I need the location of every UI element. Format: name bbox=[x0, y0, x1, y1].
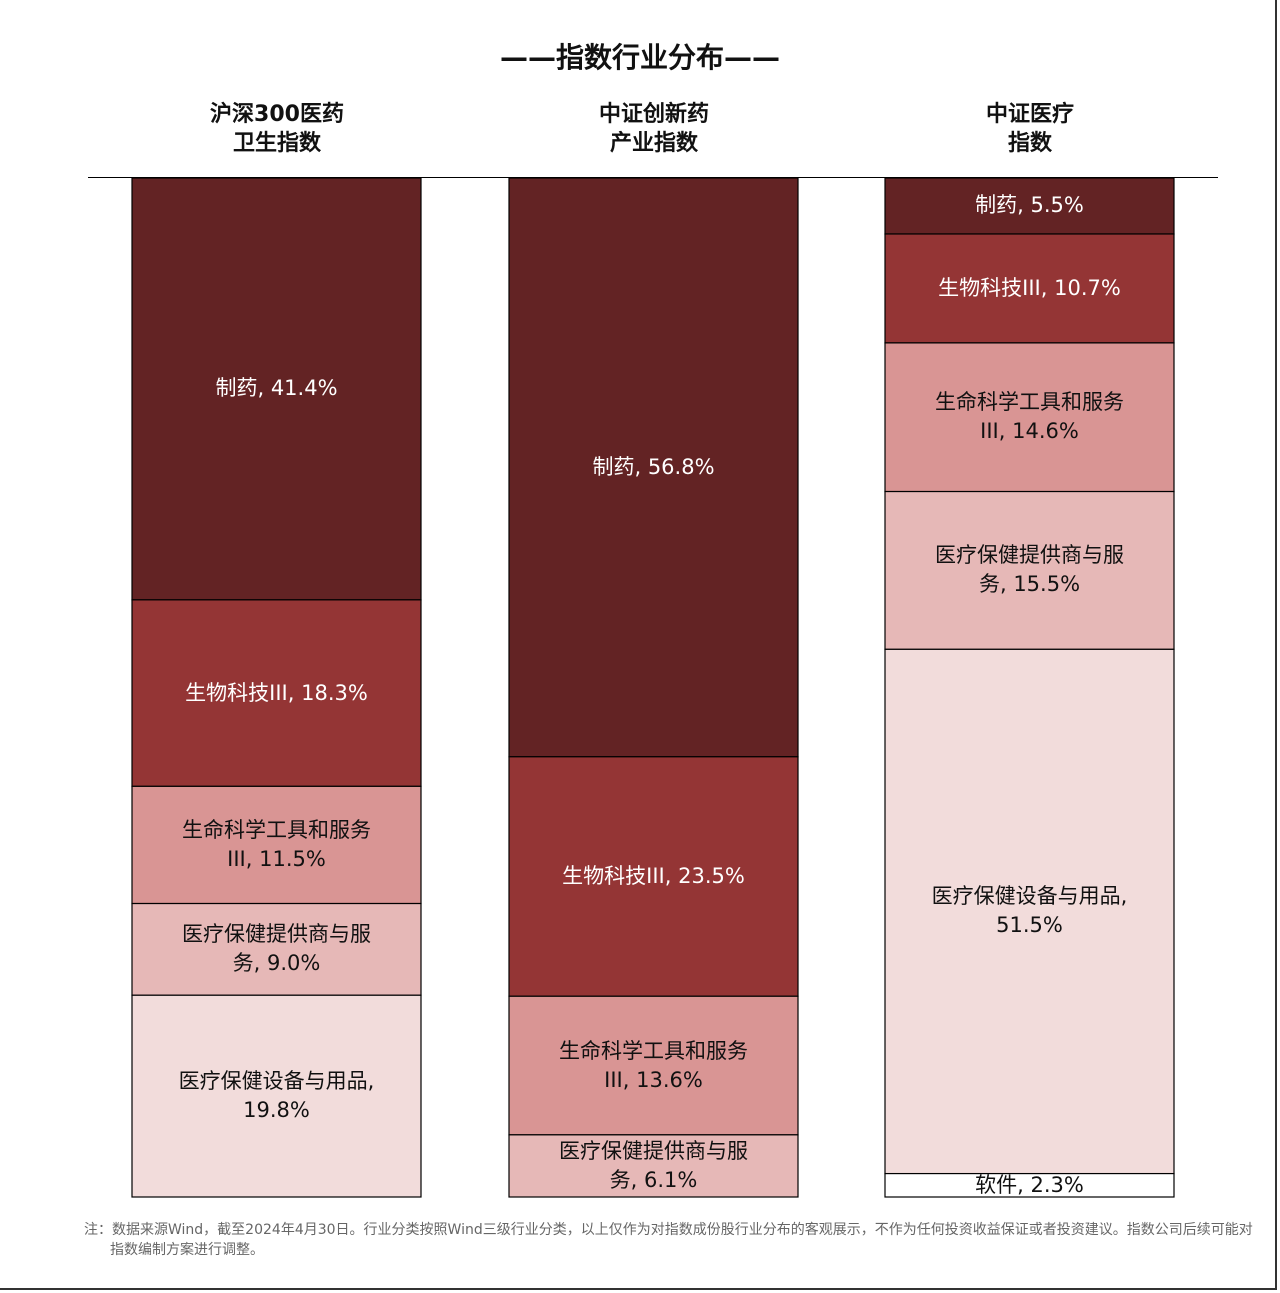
segment-label: 制药, 41.4% bbox=[215, 376, 338, 401]
segment-label: 生命科学工具和服务III, 11.5% bbox=[182, 817, 371, 871]
footnote: 注：数据来源Wind，截至2024年4月30日。行业分类按照Wind三级行业分类… bbox=[84, 1222, 1253, 1258]
column-title-hs300: 沪深300医药 卫生指数 bbox=[210, 102, 344, 156]
segment-label: 软件, 2.3% bbox=[975, 1172, 1084, 1197]
segment-label: 生物科技III, 18.3% bbox=[185, 680, 368, 705]
bar-segment bbox=[884, 1172, 1175, 1198]
column-title-innovative-drug: 中证创新药 产业指数 bbox=[598, 102, 709, 156]
segment-label: 医疗保健提供商与服务, 6.1% bbox=[559, 1138, 748, 1192]
segment-label: 医疗保健设备与用品, 19.8% bbox=[178, 1069, 375, 1123]
segment-label: 医疗保健提供商与服务, 9.0% bbox=[182, 922, 371, 976]
bar-segment bbox=[884, 177, 1175, 235]
bar-segment bbox=[884, 233, 1175, 344]
bar-segment bbox=[508, 177, 799, 758]
bar-segment bbox=[131, 177, 422, 601]
bar-segment bbox=[131, 994, 422, 1198]
bar-segment bbox=[884, 490, 1175, 650]
segment-label: 生物科技III, 10.7% bbox=[938, 275, 1121, 300]
segment-label: 医疗保健提供商与服务, 15.5% bbox=[935, 543, 1124, 597]
bar-segment bbox=[884, 342, 1175, 493]
segment-label: 制药, 5.5% bbox=[975, 193, 1084, 218]
bar-segment bbox=[508, 1134, 799, 1198]
chart-title: ——指数行业分布—— bbox=[499, 41, 780, 74]
segment-label: 制药, 56.8% bbox=[592, 454, 715, 479]
bar-segment bbox=[884, 648, 1175, 1175]
bar-segment bbox=[131, 902, 422, 996]
segment-label: 生命科学工具和服务III, 14.6% bbox=[935, 390, 1124, 444]
segment-label: 生物科技III, 23.5% bbox=[562, 864, 745, 888]
bar-segment bbox=[131, 785, 422, 905]
segment-label: 生命科学工具和服务III, 13.6% bbox=[559, 1038, 748, 1092]
bar-segment bbox=[508, 995, 799, 1136]
bar-segment bbox=[508, 756, 799, 997]
column-title-medical: 中证医疗 指数 bbox=[985, 102, 1074, 156]
segment-label: 医疗保健设备与用品, 51.5% bbox=[931, 884, 1128, 938]
